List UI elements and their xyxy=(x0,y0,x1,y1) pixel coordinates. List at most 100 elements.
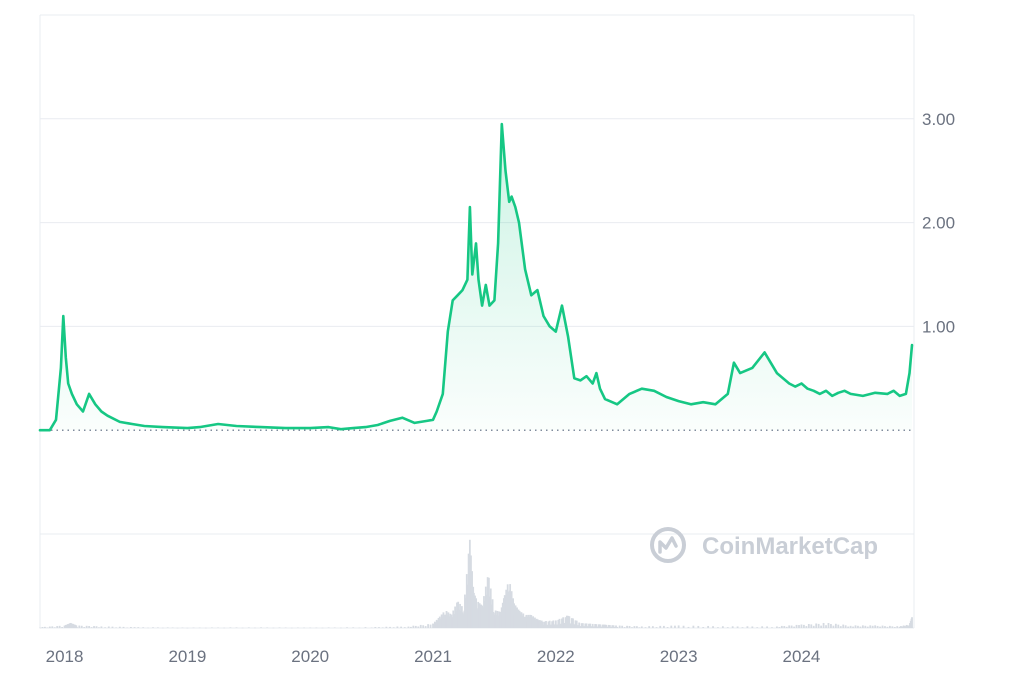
volume-bar xyxy=(407,626,410,628)
volume-bar xyxy=(98,627,100,628)
volume-bar xyxy=(593,626,595,628)
volume-bar xyxy=(591,623,594,628)
volume-bar xyxy=(581,623,584,628)
volume-bar xyxy=(785,626,788,628)
volume-bar xyxy=(548,620,551,628)
volume-bar xyxy=(378,627,380,628)
volume-bar xyxy=(412,625,415,628)
volume-bar xyxy=(874,625,877,628)
volume-bar xyxy=(574,620,577,628)
volume-bar xyxy=(558,618,561,628)
volume-bar xyxy=(63,625,66,628)
volume-bar xyxy=(879,626,881,628)
volume-bar xyxy=(605,624,608,628)
volume-bar xyxy=(756,627,759,628)
volume-bar xyxy=(171,627,174,628)
volume-bar xyxy=(88,625,91,628)
volume-bar xyxy=(186,627,189,629)
volume-bar xyxy=(410,626,412,628)
volume-bar xyxy=(93,626,95,628)
volume-bar xyxy=(530,615,533,628)
volume-bar xyxy=(543,621,546,628)
volume-bar xyxy=(697,625,700,628)
volume-bar xyxy=(247,627,250,628)
price-area-fill xyxy=(40,124,912,431)
volume-bar xyxy=(554,620,557,628)
volume-bar xyxy=(644,627,647,628)
volume-bar xyxy=(56,626,59,628)
volume-bar xyxy=(364,627,367,628)
volume-bar xyxy=(419,624,422,628)
volume-bar xyxy=(893,626,896,628)
volume-bar xyxy=(95,626,98,628)
volume-bar xyxy=(565,615,568,628)
volume-bar xyxy=(899,626,902,628)
volume-bar xyxy=(278,627,281,628)
volume-bar xyxy=(906,625,909,628)
volume-bar xyxy=(556,624,558,628)
volume-bar xyxy=(552,620,555,628)
volume-bar xyxy=(577,625,579,628)
volume-bar xyxy=(670,625,673,628)
volume-bar xyxy=(192,627,195,629)
volume-bar xyxy=(586,626,589,628)
volume-bar xyxy=(623,627,626,628)
volume-bar xyxy=(107,626,110,628)
volume-bar xyxy=(578,622,581,628)
volume-bar xyxy=(607,624,610,628)
price-line xyxy=(38,122,914,432)
volume-bar xyxy=(595,624,598,628)
volume-bar xyxy=(588,623,590,628)
volume-bar xyxy=(540,620,543,628)
volume-bar xyxy=(602,624,605,628)
volume-bar xyxy=(111,626,114,628)
volume-bar xyxy=(147,627,149,629)
volume-bar xyxy=(659,625,662,628)
volume-bar xyxy=(771,627,773,628)
volume-bar xyxy=(157,627,159,628)
volume-bar xyxy=(731,626,734,628)
volume-bar xyxy=(590,626,593,628)
volume-bar xyxy=(572,618,574,628)
volume-bar xyxy=(881,625,884,628)
volume-bar xyxy=(905,624,908,628)
volume-bar xyxy=(573,624,576,628)
volume-bar xyxy=(876,625,879,628)
volume-bar xyxy=(864,625,867,628)
volume-bar xyxy=(74,624,76,628)
volume-bar xyxy=(303,627,305,629)
volume-bar xyxy=(80,625,83,628)
volume-bar xyxy=(825,625,827,628)
volume-bar xyxy=(561,618,563,628)
coinmarketcap-logo-icon xyxy=(650,527,686,563)
volume-bar xyxy=(346,627,348,628)
volume-bar xyxy=(651,626,654,628)
volume-bar xyxy=(682,625,685,628)
volume-bar xyxy=(776,626,778,628)
volume-bar xyxy=(839,626,842,628)
volume-bar xyxy=(854,625,857,628)
volume-bar xyxy=(104,627,106,628)
volume-bar xyxy=(575,620,578,628)
volume-bar xyxy=(429,624,432,628)
volume-bar xyxy=(266,627,269,628)
y-tick-label: 1.00 xyxy=(922,317,955,336)
volume-bar xyxy=(272,627,275,629)
volume-bar xyxy=(611,625,614,628)
volume-bar xyxy=(400,626,402,628)
volume-bar xyxy=(628,625,631,628)
volume-bar xyxy=(857,625,859,628)
volume-bar xyxy=(385,626,388,628)
volume-bar xyxy=(229,627,232,628)
x-tick-label: 2019 xyxy=(168,647,206,666)
x-tick-label: 2020 xyxy=(291,647,329,666)
volume-bar xyxy=(861,625,864,628)
volume-bar xyxy=(403,627,406,628)
x-tick-label: 2023 xyxy=(660,647,698,666)
volume-bar xyxy=(321,627,324,629)
volume-bar xyxy=(564,617,567,628)
volume-bar xyxy=(891,626,894,628)
volume-bar xyxy=(849,625,852,628)
volume-bar xyxy=(142,627,145,628)
volume-bar xyxy=(235,627,238,628)
